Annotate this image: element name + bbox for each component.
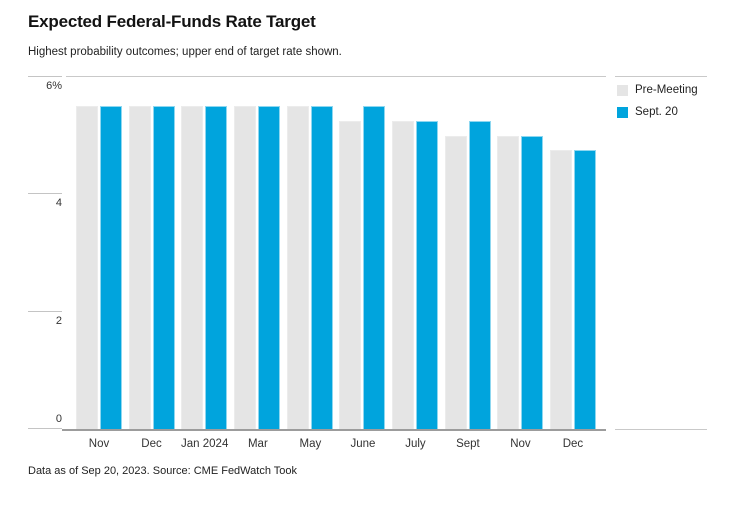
y-tick-label: 4 (55, 197, 62, 210)
bar-group (391, 121, 438, 429)
x-axis-label: Nov (510, 438, 531, 450)
legend-item: Pre-Meeting (617, 84, 698, 96)
legend-swatch (617, 106, 628, 118)
bar-pre-meeting (339, 121, 362, 429)
bar-group (181, 106, 228, 429)
bar-sept-20 (205, 106, 228, 429)
bar-sept-20 (152, 106, 175, 429)
legend-label: Sept. 20 (635, 106, 678, 118)
bar-pre-meeting (391, 121, 414, 429)
bar-pre-meeting (128, 106, 151, 429)
bar-group (339, 106, 386, 429)
x-axis-label: Dec (562, 438, 584, 450)
x-axis-baseline (62, 429, 606, 431)
legend-label: Pre-Meeting (635, 84, 698, 96)
bar-sept-20 (468, 121, 491, 429)
bar-groups (66, 77, 606, 429)
chart-subtitle: Highest probability outcomes; upper end … (28, 46, 342, 58)
bar-sept-20 (100, 106, 122, 429)
legend-item: Sept. 20 (617, 106, 698, 118)
bar-pre-meeting (444, 136, 467, 429)
bar-sept-20 (310, 106, 333, 429)
bar-sept-20 (363, 106, 386, 429)
y-tick-line (28, 193, 62, 195)
x-axis-label: Mar (247, 438, 268, 450)
x-axis-label: Sept (456, 438, 480, 450)
x-axis-label: May (299, 438, 322, 450)
x-axis-labels: Nov Dec Jan 2024 Mar May June July Sept Nov Dec (66, 438, 606, 450)
bar-pre-meeting (76, 106, 98, 429)
bar-group (549, 150, 596, 429)
y-tick-label: 0 (55, 413, 62, 425)
bar-pre-meeting (181, 106, 204, 429)
bar-sept-20 (573, 150, 596, 429)
y-tick-line (28, 76, 62, 77)
chart-title: Expected Federal-Funds Rate Target (28, 12, 316, 31)
legend-rule-bottom (615, 429, 707, 430)
legend-rule-top (615, 76, 707, 77)
legend-items: Pre-Meeting Sept. 20 (617, 84, 698, 118)
x-axis-label: Dec (141, 438, 162, 450)
bar-sept-20 (415, 121, 438, 429)
bar-pre-meeting (549, 150, 572, 429)
x-axis-label: Jan 2024 (181, 438, 229, 450)
x-axis-label: June (350, 438, 376, 450)
y-tick-label: 6% (46, 80, 62, 92)
legend-swatch (617, 84, 628, 96)
bar-pre-meeting (497, 136, 520, 429)
bar-group (497, 136, 544, 429)
bar-group (128, 106, 175, 429)
bar-sept-20 (521, 136, 544, 429)
bar-group (76, 106, 122, 429)
x-axis-label: Nov (88, 438, 110, 450)
bar-pre-meeting (233, 106, 256, 429)
y-tick-line (28, 310, 62, 312)
bar-group (233, 106, 280, 429)
y-tick-line (28, 428, 62, 429)
bar-group (286, 106, 333, 429)
y-tick-label: 2 (55, 314, 62, 327)
bar-sept-20 (257, 106, 280, 429)
bar-pre-meeting (286, 106, 309, 429)
plot-top-rule (66, 76, 606, 77)
source-note: Data as of Sep 20, 2023. Source: CME Fed… (28, 465, 298, 477)
bar-group (444, 121, 491, 429)
x-axis-label: July (405, 438, 426, 450)
